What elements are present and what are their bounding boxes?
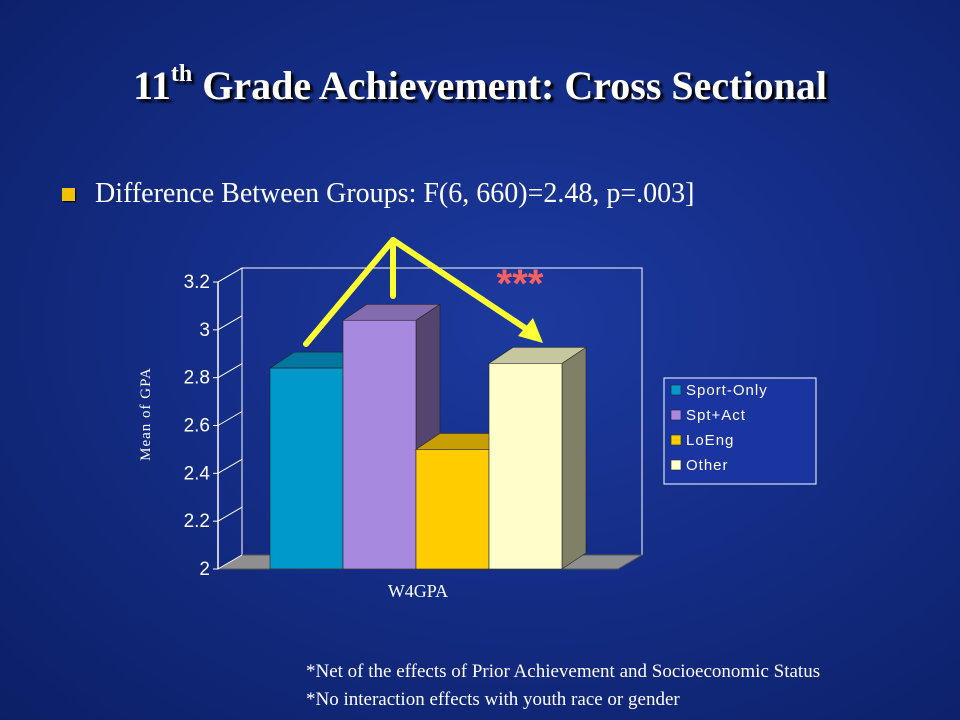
footnotes: *Net of the effects of Prior Achievement… [306,658,820,714]
y-tick-depth-line [217,267,243,283]
slide-title: 11th Grade Achievement: Cross Sectional [133,61,827,108]
y-tick-label: 2 [199,559,210,580]
bar-side-face [561,346,587,570]
bar-front-face [488,363,563,570]
y-tick-label: 3.2 [184,272,210,293]
significance-stars: *** [497,262,544,306]
legend-swatch [670,434,682,446]
bullet-item: Difference Between Groups: F(6, 660)=2.4… [62,178,694,210]
y-tick-depth-line [217,363,243,379]
y-tick-label: 3 [199,320,210,341]
y-tick-depth-line [217,458,243,474]
y-tick-label: 2.6 [184,416,210,437]
y-tick-label: 2.4 [184,463,211,484]
legend-label: Other [686,457,729,474]
x-category-label: W4GPA [388,581,448,601]
bar-other [488,346,587,570]
square-bullet-icon [62,187,75,201]
y-tick-depth-line [217,315,243,331]
arrowhead-icon [518,318,543,343]
legend-swatch [670,459,682,471]
y-tick-label: 2.2 [184,511,210,532]
y-tick-depth-line [217,506,243,522]
bar-front-face [269,367,344,570]
legend-box [663,377,817,485]
legend-label: Sport-Only [686,382,768,399]
legend-label: LoEng [686,432,734,449]
footnote-prior-achievement: *Net of the effects of Prior Achievement… [306,661,821,682]
bullet-text: Difference Between Groups: F(6, 660)=2.4… [95,178,695,209]
y-tick-depth-line [217,554,243,570]
legend: Sport-Only Spt+Act LoEng Other [663,377,817,485]
annotation-arrows [303,237,543,347]
y-tick-label: 2.8 [184,368,210,389]
bar-front-face [415,449,490,570]
legend-swatch [670,384,682,396]
y-axis-title: Mean of GPA [138,367,154,461]
footnote-no-interaction: *No interaction effects with youth race … [306,689,680,710]
bar-front-face [342,319,417,570]
legend-label: Spt+Act [686,407,746,424]
y-tick-depth-line [217,411,243,426]
legend-swatch [670,409,682,421]
